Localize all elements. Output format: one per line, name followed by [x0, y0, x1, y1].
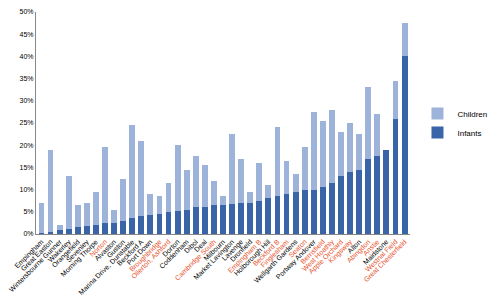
- svg-text:5%: 5%: [23, 208, 33, 215]
- svg-text:Beckford B: Beckford B: [251, 238, 280, 267]
- svg-text:Anstie: Anstie: [362, 238, 381, 257]
- svg-text:Apple Orchard: Apple Orchard: [307, 238, 345, 276]
- svg-text:45%: 45%: [20, 31, 34, 38]
- svg-text:Seaton: Seaton: [287, 238, 308, 259]
- svg-text:Wintersbourne Gunner: Wintersbourne Gunner: [8, 238, 63, 293]
- svg-text:Wellgarth Gardens: Wellgarth Gardens: [253, 238, 300, 285]
- svg-text:25%: 25%: [20, 119, 34, 126]
- svg-text:Sevenley: Sevenley: [65, 238, 91, 264]
- svg-text:Alton: Alton: [346, 238, 362, 254]
- svg-text:20%: 20%: [20, 142, 34, 149]
- svg-text:Guston: Guston: [105, 238, 126, 259]
- svg-text:Maidstone: Maidstone: [362, 238, 390, 266]
- svg-text:15%: 15%: [20, 164, 34, 171]
- svg-text:Morning Thorpe: Morning Thorpe: [59, 238, 100, 279]
- svg-text:10%: 10%: [20, 186, 34, 193]
- svg-text:Great Easton: Great Easton: [20, 238, 54, 272]
- svg-text:Cambridge South: Cambridge South: [174, 238, 218, 282]
- svg-text:Wakerley: Wakerley: [46, 238, 72, 264]
- svg-text:30%: 30%: [20, 97, 34, 104]
- svg-text:Berrisfield: Berrisfield: [299, 238, 326, 265]
- svg-text:0%: 0%: [23, 230, 33, 237]
- svg-text:Coddenham: Coddenham: [158, 238, 190, 270]
- svg-text:Kingsway: Kingsway: [327, 238, 354, 265]
- svg-text:Children: Children: [457, 110, 487, 119]
- svg-text:50%: 50%: [20, 8, 34, 15]
- svg-text:Market Lavington: Market Lavington: [192, 238, 236, 282]
- svg-text:Portway Andover: Portway Andover: [275, 238, 319, 282]
- svg-text:Beckford A: Beckford A: [116, 238, 145, 267]
- svg-text:Orangefield: Orangefield: [50, 238, 81, 269]
- svg-text:Holborough Hill: Holborough Hill: [233, 238, 273, 278]
- svg-text:Port Down: Port Down: [125, 238, 153, 266]
- svg-text:Broughbridge: Broughbridge: [128, 238, 163, 273]
- svg-text:Empingham: Empingham: [13, 238, 45, 270]
- svg-text:Deal: Deal: [193, 238, 208, 253]
- svg-text:40%: 40%: [20, 53, 34, 60]
- svg-text:Milbourn: Milbourn: [202, 238, 226, 262]
- svg-text:Lavenge: Lavenge: [220, 238, 245, 263]
- svg-text:Westnal Field: Westnal Field: [364, 238, 399, 273]
- svg-text:Dorton: Dorton: [161, 238, 181, 258]
- svg-text:Finglesham: Finglesham: [259, 238, 290, 269]
- svg-text:Dronfield: Dronfield: [229, 238, 254, 263]
- svg-text:Alvaston: Alvaston: [93, 238, 117, 262]
- svg-text:Marina Drive, Dunstable: Marina Drive, Dunstable: [77, 238, 135, 296]
- svg-text:Infants: Infants: [457, 129, 481, 138]
- svg-text:Dibol: Dibol: [183, 238, 200, 255]
- svg-text:West Hoathly: West Hoathly: [301, 238, 336, 273]
- svg-text:Empingham B: Empingham B: [226, 238, 263, 275]
- svg-text:35%: 35%: [20, 75, 34, 82]
- svg-text:Norton: Norton: [88, 238, 108, 258]
- svg-text:Ollerton, Ashford: Ollerton, Ashford: [130, 238, 172, 280]
- svg-text:Abingdon: Abingdon: [346, 238, 373, 265]
- svg-text:Great Chesterfield: Great Chesterfield: [363, 238, 408, 283]
